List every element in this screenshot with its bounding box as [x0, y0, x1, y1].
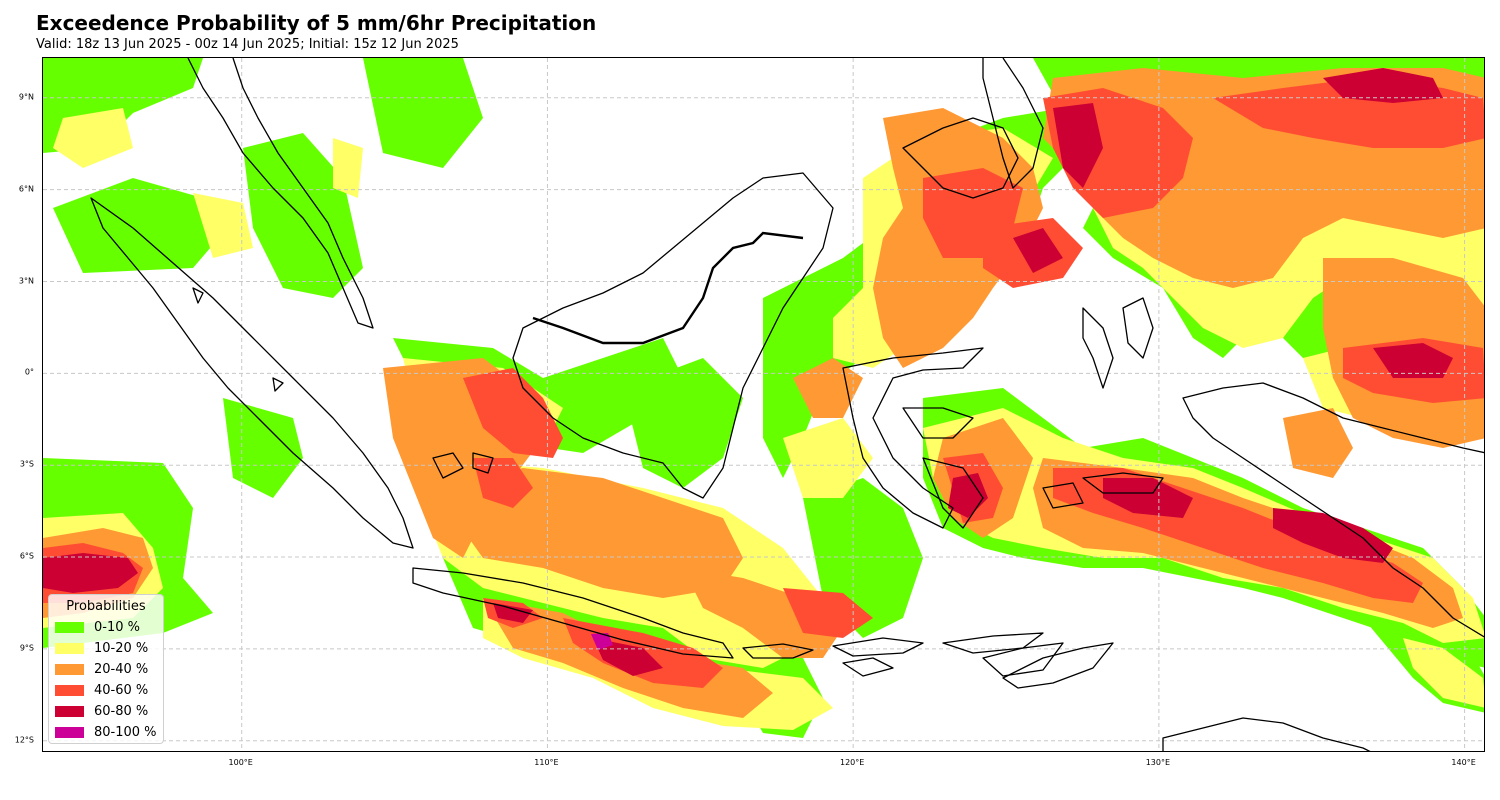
lat-tick-label: 9°N [18, 92, 34, 102]
legend-item: 40-60 % [55, 682, 148, 699]
map-panel[interactable] [42, 57, 1485, 752]
precip-band-60-80 [43, 68, 1453, 676]
map-canvas [43, 58, 1484, 751]
map-title: Exceedence Probability of 5 mm/6hr Preci… [36, 11, 597, 35]
lat-tick-label: 3°N [18, 276, 34, 285]
legend-swatch [55, 685, 84, 696]
lon-tick-label: 130°E [1145, 758, 1171, 767]
legend-item: 0-10 % [55, 619, 140, 636]
legend-item: 80-100 % [55, 724, 157, 741]
lon-tick-label: 140°E [1451, 758, 1476, 767]
legend: Probabilities 0-10 % 10-20 % 20-40 % 40-60 … [48, 594, 164, 744]
legend-swatch [55, 643, 84, 654]
lon-tick-label: 110°E [534, 758, 559, 767]
lat-tick-label: 3°S [19, 459, 34, 469]
lon-tick-label: 100°E [228, 758, 253, 767]
legend-title: Probabilities [66, 599, 146, 614]
coastlines [90, 58, 1484, 751]
legend-label: 10-20 % [94, 641, 149, 656]
legend-item: 60-80 % [55, 703, 148, 720]
precip-probability-layer [43, 58, 1484, 738]
precip-band-80-100 [591, 633, 613, 650]
legend-label: 60-80 % [94, 704, 149, 719]
lat-tick-label: 9°S [19, 643, 34, 653]
lat-tick-label: 0° [24, 367, 34, 377]
lat-tick-label: 12°S [14, 735, 34, 745]
legend-swatch [55, 706, 84, 717]
lon-tick-label: 120°E [839, 758, 865, 767]
legend-swatch [55, 727, 84, 738]
legend-label: 80-100 % [94, 725, 157, 740]
legend-label: 20-40 % [94, 662, 149, 677]
legend-item: 20-40 % [55, 661, 148, 678]
country-borders [532, 231, 804, 345]
map-subtitle: Valid: 18z 13 Jun 2025 - 00z 14 Jun 2025… [36, 37, 459, 52]
legend-swatch [55, 664, 84, 675]
legend-item: 10-20 % [55, 640, 148, 657]
legend-swatch [55, 622, 84, 633]
graticule [43, 58, 1484, 751]
legend-label: 40-60 % [94, 683, 149, 698]
legend-label: 0-10 % [94, 620, 140, 635]
lat-tick-label: 6°N [18, 184, 34, 194]
lat-tick-label: 6°S [19, 551, 34, 561]
